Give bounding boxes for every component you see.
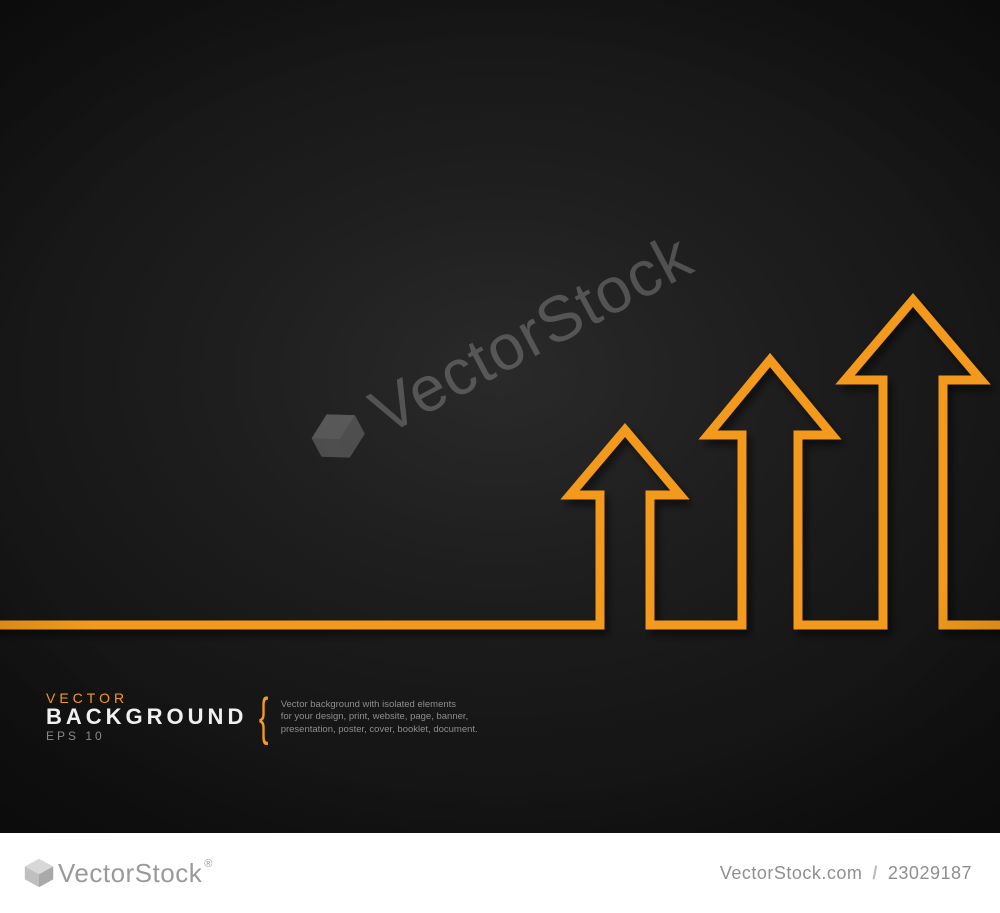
caption-line-1: VECTOR	[46, 691, 247, 706]
caption-desc-line: for your design, print, website, page, b…	[281, 711, 478, 724]
artwork-canvas: VectorStock VECTOR BACKGROUND EPS 10 { V…	[0, 0, 1000, 833]
footer-bar: VectorStock® VectorStock.com / 23029187	[0, 833, 1000, 913]
serial-separator: /	[872, 863, 878, 884]
brand-name-text: VectorStock	[58, 858, 202, 888]
stage: VectorStock VECTOR BACKGROUND EPS 10 { V…	[0, 0, 1000, 913]
caption-line-2: BACKGROUND	[46, 705, 247, 728]
brand-lockup: VectorStock®	[22, 856, 213, 890]
caption-desc-line: presentation, poster, cover, booklet, do…	[281, 724, 478, 737]
caption-block: VECTOR BACKGROUND EPS 10 { Vector backgr…	[46, 691, 478, 745]
brand-name: VectorStock®	[58, 858, 213, 889]
brace-icon: {	[259, 697, 269, 739]
caption-left: VECTOR BACKGROUND EPS 10	[46, 691, 247, 745]
brand-logo-icon	[22, 856, 56, 890]
caption-desc-line: Vector background with isolated elements	[281, 699, 478, 712]
caption-line-3: EPS 10	[46, 729, 247, 745]
registered-mark: ®	[204, 858, 213, 870]
serial-domain: VectorStock.com	[720, 863, 863, 884]
serial-block: VectorStock.com / 23029187	[720, 863, 972, 884]
serial-number: 23029187	[888, 863, 972, 884]
caption-description: Vector background with isolated elements…	[281, 699, 478, 737]
